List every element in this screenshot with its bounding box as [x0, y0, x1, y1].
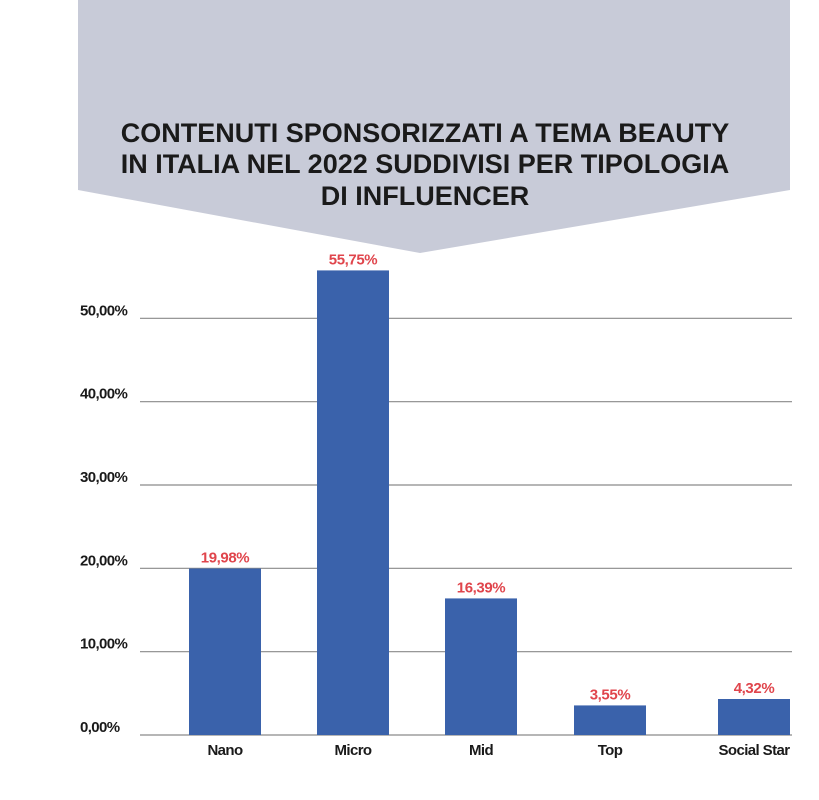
bars — [189, 270, 790, 735]
chart-title: CONTENUTI SPONSORIZZATI A TEMA BEAUTY IN… — [121, 118, 730, 211]
x-category-label: Nano — [207, 742, 243, 759]
data-labels: 19,98% 55,75% 16,39% 3,55% 4,32% — [201, 251, 775, 703]
bar-top — [574, 705, 646, 735]
data-label: 16,39% — [457, 579, 506, 596]
x-category-label: Social Star — [719, 742, 791, 759]
y-tick-label: 0,00% — [80, 719, 120, 736]
chart-title-line-1: CONTENUTI SPONSORIZZATI A TEMA BEAUTY — [121, 118, 730, 148]
bar-social-star — [718, 699, 790, 735]
data-label: 3,55% — [590, 686, 631, 703]
x-category-label: Mid — [469, 742, 493, 759]
data-label: 19,98% — [201, 550, 250, 567]
y-tick-label: 10,00% — [80, 636, 128, 653]
x-category-label: Micro — [334, 742, 371, 759]
x-category-label: Top — [598, 742, 623, 759]
y-tick-label: 20,00% — [80, 552, 128, 569]
chart-title-line-2: IN ITALIA NEL 2022 SUDDIVISI PER TIPOLOG… — [121, 149, 730, 179]
title-banner — [78, 0, 790, 253]
bar-mid — [445, 598, 517, 735]
bar-nano — [189, 568, 261, 735]
data-label: 55,75% — [329, 251, 378, 268]
x-axis-category-labels: Nano Micro Mid Top Social Star — [207, 742, 790, 759]
bar-micro — [317, 270, 389, 735]
y-tick-label: 50,00% — [80, 302, 128, 319]
y-tick-label: 40,00% — [80, 386, 128, 403]
chart-title-line-3: DI INFLUENCER — [321, 181, 530, 211]
data-label: 4,32% — [734, 680, 775, 697]
y-tick-label: 30,00% — [80, 469, 128, 486]
y-axis-tick-labels: 0,00% 10,00% 20,00% 30,00% 40,00% 50,00% — [80, 302, 128, 736]
